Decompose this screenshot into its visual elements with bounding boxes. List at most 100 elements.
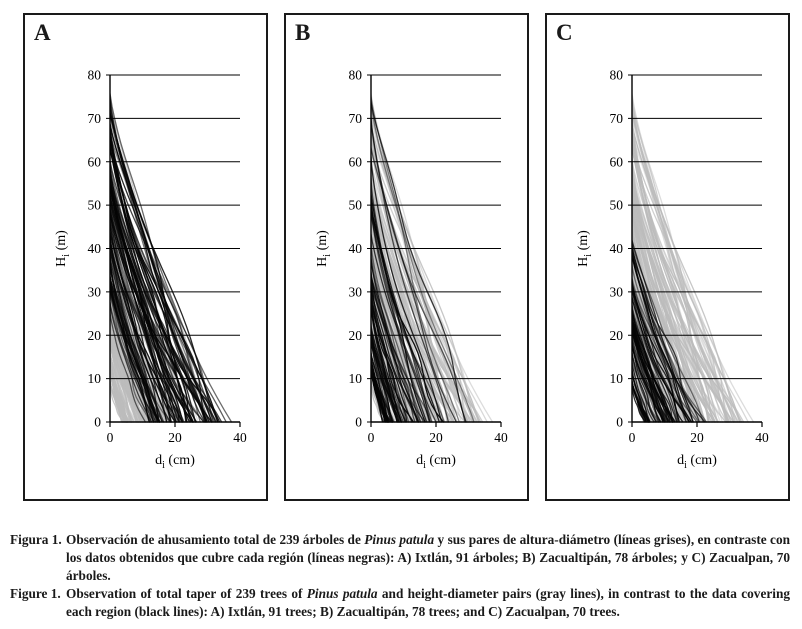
taper-curve [371, 98, 488, 423]
taper-curve [371, 352, 394, 423]
y-tick-label: 20 [610, 328, 624, 343]
x-tick-label: 0 [368, 430, 375, 445]
taper-curve [371, 242, 443, 423]
y-tick-label: 50 [88, 198, 102, 213]
taper-curve [371, 208, 445, 423]
taper-curve [632, 113, 740, 423]
taper-curve [371, 287, 420, 423]
taper-curve [632, 242, 704, 423]
taper-curve [632, 155, 704, 423]
x-tick-label: 0 [107, 430, 114, 445]
taper-curve [632, 352, 655, 423]
taper-curve [632, 100, 736, 423]
taper-curve [110, 329, 139, 423]
caption-row-english: Figure 1. Observation of total taper of … [10, 585, 792, 621]
taper-curve [632, 248, 701, 423]
taper-curve [110, 356, 137, 423]
taper-curve [371, 140, 468, 423]
taper-curve [632, 285, 679, 423]
taper-curve [371, 300, 398, 423]
taper-curve [371, 146, 466, 423]
caption-text-es: Observación de ahusamiento total de 239 … [66, 531, 792, 585]
taper-curve [110, 231, 168, 423]
taper-curve [371, 100, 475, 423]
y-tick-label: 0 [94, 415, 101, 430]
taper-curve [632, 192, 687, 423]
y-axis-label: Hi (m) [576, 230, 594, 267]
taper-curve [632, 243, 708, 423]
x-tick-label: 40 [233, 430, 247, 445]
taper-curve [371, 273, 422, 423]
taper-curve [110, 254, 159, 423]
taper-curve [632, 239, 695, 423]
taper-curve [110, 290, 151, 423]
y-tick-label: 10 [88, 371, 102, 386]
y-tick-label: 0 [355, 415, 362, 430]
y-tick-label: 80 [88, 68, 102, 83]
taper-curve [632, 296, 690, 423]
caption-label-es: Figura 1. [10, 532, 62, 547]
taper-curve [371, 155, 443, 423]
taper-curve [110, 140, 207, 423]
y-tick-label: 30 [88, 284, 102, 299]
caption-en-pre: Observation of total taper of 239 trees … [66, 586, 307, 601]
taper-curve [110, 234, 176, 423]
taper-curve [632, 146, 716, 423]
taper-curve [371, 96, 460, 423]
taper-curve [110, 352, 133, 423]
taper-curve [632, 305, 671, 423]
black-tree-lines [371, 96, 475, 423]
taper-curve [371, 322, 406, 423]
caption-es-species: Pinus patula [364, 532, 435, 547]
taper-curve [110, 92, 214, 423]
taper-curve [371, 192, 426, 423]
x-axis-label: di (cm) [416, 453, 456, 471]
taper-curve [632, 338, 665, 423]
caption-en-post: and height-diameter pairs (gray lines), … [66, 586, 790, 619]
y-tick-label: 30 [349, 284, 363, 299]
y-tick-label: 40 [610, 241, 624, 256]
y-tick-label: 10 [349, 371, 363, 386]
x-tick-label: 40 [755, 430, 769, 445]
panel-c: C 0 10 20 30 40 50 60 70 80 0 20 40 Hi (m) di (cm) [545, 13, 790, 501]
taper-curve [632, 244, 694, 423]
taper-curve [371, 327, 403, 423]
taper-curve [371, 367, 386, 423]
taper-curve [632, 282, 693, 423]
y-tick-label: 20 [88, 328, 102, 343]
y-tick-label: 70 [610, 111, 624, 126]
axes-grid: 0 10 20 30 40 50 60 70 80 0 20 40 Hi (m) di (cm) [54, 68, 247, 472]
taper-curve [632, 258, 674, 423]
taper-curve [371, 258, 413, 423]
taper-curve [632, 335, 664, 423]
taper-curve [110, 380, 128, 423]
caption-row-spanish: Figura 1. Observación de ahusamiento tot… [10, 531, 792, 585]
taper-curve [632, 208, 706, 423]
taper-curve [632, 146, 727, 423]
panel-b-label: B [295, 20, 311, 45]
taper-curve [110, 211, 178, 423]
y-tick-label: 40 [88, 241, 102, 256]
taper-chart-a: 0 10 20 30 40 50 60 70 80 0 20 40 Hi (m) di (cm) [54, 68, 247, 472]
taper-curve [371, 100, 475, 423]
taper-curve [110, 282, 164, 423]
y-tick-label: 60 [349, 154, 363, 169]
taper-curve [632, 315, 674, 423]
taper-curve [110, 235, 163, 423]
panel-a-label: A [34, 20, 51, 45]
panel-b: B 0 10 20 30 40 50 60 70 80 0 20 40 Hi (m) di (cm) [284, 13, 529, 501]
taper-curve [632, 372, 651, 423]
taper-curve [110, 311, 147, 423]
taper-curve [110, 249, 171, 423]
taper-curve [371, 101, 467, 423]
taper-curve [110, 325, 140, 423]
x-axis-label: di (cm) [677, 453, 717, 471]
caption-text-en: Observation of total taper of 239 trees … [66, 585, 792, 621]
y-axis-label: Hi (m) [54, 230, 72, 267]
x-tick-label: 40 [494, 430, 508, 445]
taper-curve [110, 98, 227, 423]
taper-curve [110, 241, 163, 423]
y-tick-label: 10 [610, 371, 624, 386]
taper-curve [110, 276, 155, 423]
caption-label-en: Figure 1. [10, 586, 61, 601]
